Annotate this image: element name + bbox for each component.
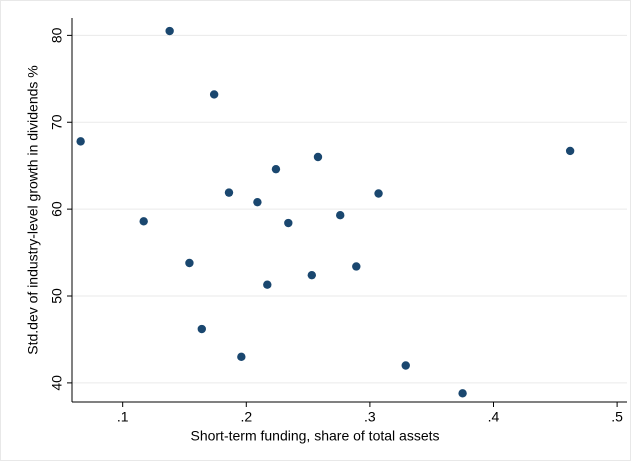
point [139,217,148,226]
point [209,90,219,99]
y-tick-label: 40 [49,375,65,391]
point [263,280,272,289]
point [237,352,246,362]
point [197,324,206,334]
x-axis-title: Short-term funding, share of total asset… [190,428,439,444]
point [271,164,281,174]
y-tick-label: 60 [49,201,65,217]
y-tick-label: 50 [49,288,65,304]
x-tick-label: .3 [364,409,376,425]
point [374,189,383,198]
point [224,188,234,197]
x-tick-label: .5 [611,409,623,425]
point [565,146,575,156]
point [313,152,323,162]
point [284,218,293,228]
x-tick-label: .4 [488,409,500,425]
x-tick-label: .2 [240,409,252,425]
point [307,270,316,280]
y-axis-title: Std.dev of industry-level growth in divi… [25,65,41,354]
point [458,389,467,398]
point [165,26,174,36]
point [401,361,410,370]
x-tick-label: .1 [117,409,129,425]
point [352,262,361,271]
point [76,137,85,146]
point [336,211,345,220]
y-tick-label: 70 [49,114,65,130]
point [253,197,262,207]
y-tick-label: 80 [49,27,65,43]
point [185,258,194,268]
